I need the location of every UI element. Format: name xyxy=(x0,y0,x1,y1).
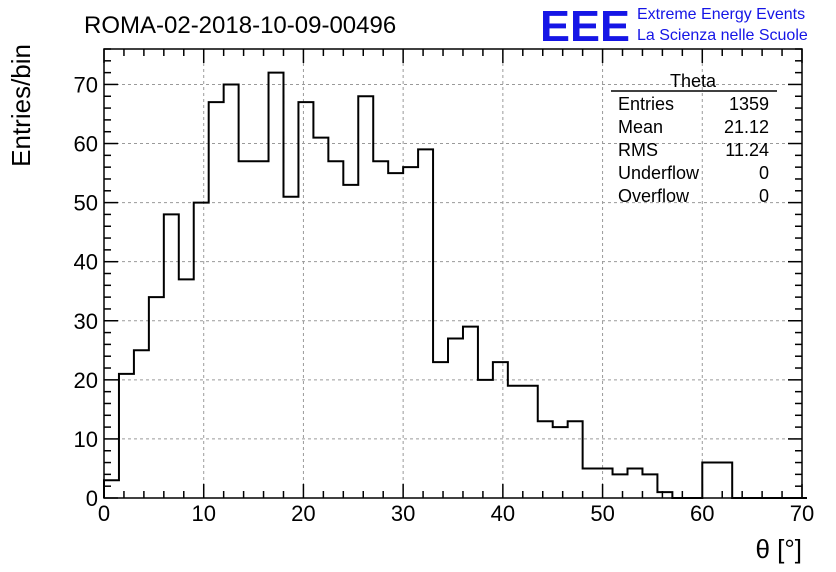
x-tick-label: 70 xyxy=(790,501,814,526)
histogram-bin xyxy=(613,474,628,498)
tick-labels: 0 10 20 30 40 50 60 70 0 10 20 30 40 50 60 70 xyxy=(74,72,815,526)
histogram-bin xyxy=(568,421,583,498)
y-tick-label: 70 xyxy=(74,72,98,97)
stats-rms-value: 11.24 xyxy=(725,140,769,160)
histogram-bin xyxy=(358,96,373,498)
x-tick-label: 50 xyxy=(590,501,614,526)
x-tick-label: 40 xyxy=(491,501,515,526)
logo-letters: EEE xyxy=(540,2,630,51)
y-tick-label: 0 xyxy=(86,486,98,511)
x-tick-label: 60 xyxy=(690,501,714,526)
histogram-bin xyxy=(119,374,134,498)
y-axis-title: Entries/bin xyxy=(6,44,36,167)
logo-line-1: Extreme Energy Events xyxy=(637,6,805,23)
x-tick-label: 30 xyxy=(391,501,415,526)
y-tick-label: 10 xyxy=(74,427,98,452)
histogram-bin xyxy=(343,185,358,498)
histogram-bin xyxy=(418,149,433,498)
x-tick-label: 10 xyxy=(191,501,215,526)
x-tick-label: 20 xyxy=(291,501,315,526)
histogram-bin xyxy=(239,161,254,498)
histogram-outline xyxy=(103,71,807,499)
y-tick-label: 40 xyxy=(74,250,98,275)
histogram-bin xyxy=(283,197,298,498)
stats-overflow-label: Overflow xyxy=(618,186,690,206)
histogram-bin xyxy=(478,380,493,498)
x-axis-title: θ [°] xyxy=(755,534,802,564)
histogram-bin xyxy=(328,161,343,498)
stats-name: Theta xyxy=(670,71,717,91)
grid-lines xyxy=(104,49,802,498)
histogram-bin xyxy=(403,167,418,498)
histogram-bin xyxy=(538,421,553,498)
y-tick-label: 50 xyxy=(74,191,98,216)
histogram-bin xyxy=(104,480,119,498)
histogram-bin xyxy=(717,463,732,498)
histogram-bars xyxy=(103,71,807,499)
stats-entries-value: 1359 xyxy=(729,94,769,114)
histogram-bin xyxy=(149,297,164,498)
stats-rms-label: RMS xyxy=(618,140,658,160)
axis-ticks xyxy=(103,48,803,499)
histogram-bin xyxy=(448,338,463,498)
histogram-bin xyxy=(209,102,224,498)
histogram-bin xyxy=(642,474,657,498)
histogram-bin xyxy=(583,468,598,498)
histogram-bin xyxy=(313,138,328,498)
stats-underflow-label: Underflow xyxy=(618,163,700,183)
histogram-bin xyxy=(134,350,149,498)
histogram-bin xyxy=(598,468,613,498)
logo-line-2: La Scienza nelle Scuole xyxy=(637,27,808,44)
histogram-bin xyxy=(164,214,179,498)
histogram-bin xyxy=(298,102,313,498)
y-tick-label: 30 xyxy=(74,309,98,334)
stats-overflow-value: 0 xyxy=(759,186,769,206)
histogram-bin xyxy=(493,362,508,498)
histogram-bin xyxy=(254,161,269,498)
stats-mean-value: 21.12 xyxy=(724,117,769,137)
histogram-bin xyxy=(657,492,672,498)
histogram-bin xyxy=(702,463,717,498)
histogram-bin xyxy=(553,427,568,498)
histogram-bin xyxy=(388,173,403,498)
histogram-bin xyxy=(523,386,538,498)
stats-mean-label: Mean xyxy=(618,117,663,137)
histogram-bin xyxy=(224,84,239,498)
stats-entries-label: Entries xyxy=(618,94,674,114)
chart-title: ROMA-02-2018-10-09-00496 xyxy=(84,12,396,39)
eee-logo: EEE Extreme Energy Events La Scienza nel… xyxy=(540,2,808,51)
stats-underflow-value: 0 xyxy=(759,163,769,183)
x-tick-label: 0 xyxy=(98,501,110,526)
histogram-bin xyxy=(179,279,194,498)
stats-box: Theta Entries 1359 Mean 21.12 RMS 11.24 … xyxy=(611,71,777,206)
y-tick-label: 20 xyxy=(74,368,98,393)
histogram-bin xyxy=(194,203,209,498)
histogram-bin xyxy=(628,468,643,498)
histogram-bin xyxy=(269,73,284,498)
y-tick-label: 60 xyxy=(74,132,98,157)
histogram-bin xyxy=(463,327,478,498)
histogram-bin xyxy=(433,362,448,498)
histogram-bin xyxy=(373,161,388,498)
histogram-bin xyxy=(508,386,523,498)
